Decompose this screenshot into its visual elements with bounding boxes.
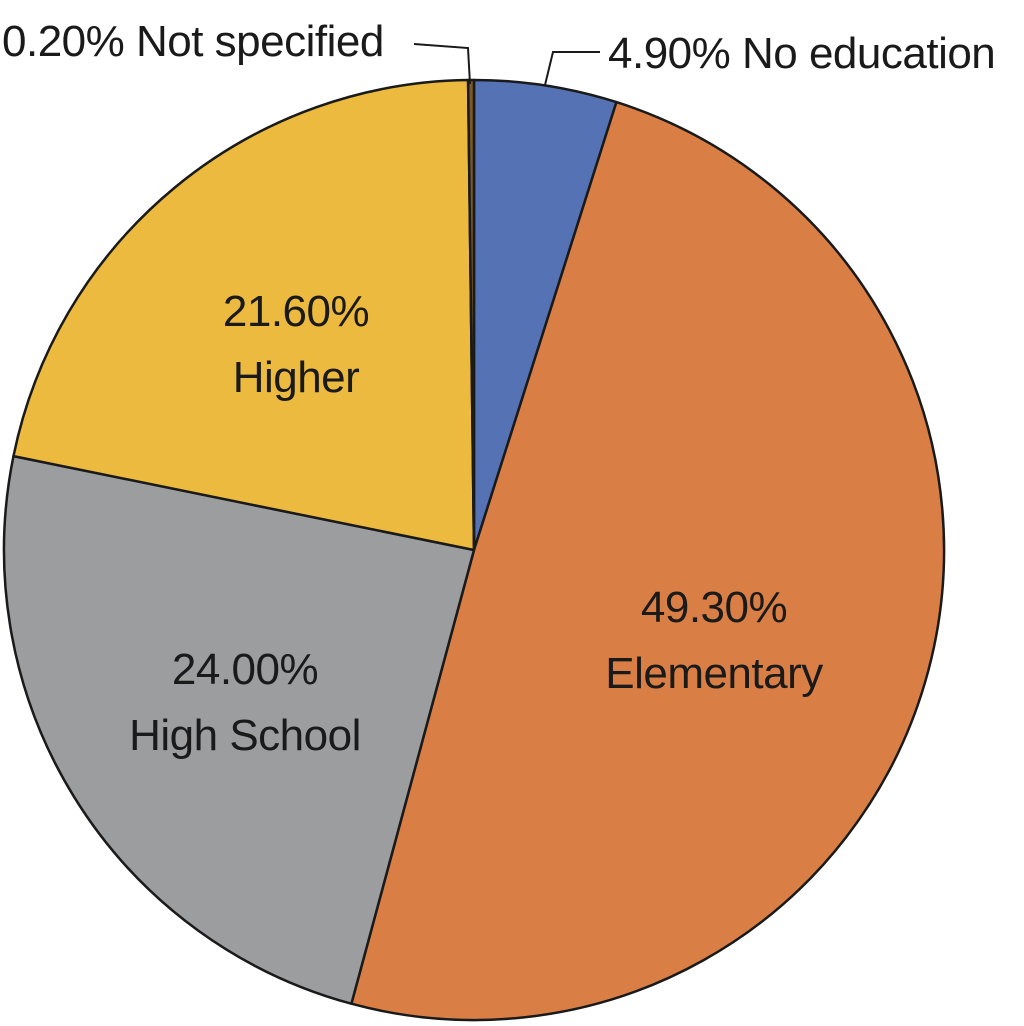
leader-line-no-education <box>544 51 600 86</box>
label-elementary-percent: 49.30% <box>641 583 787 632</box>
label-elementary-name: Elementary <box>605 649 823 698</box>
label-high-school-percent: 24.00% <box>172 645 318 694</box>
pie-slice-no-education <box>472 78 618 552</box>
label-higher-percent: 21.60% <box>223 287 369 336</box>
label-no-education: 4.90% No education <box>608 29 995 78</box>
leader-line-not-specified <box>413 43 471 85</box>
pie-slices <box>2 78 946 1022</box>
pie-slice-elementary <box>350 100 946 1022</box>
pie-slice-higher <box>12 78 476 552</box>
pie-slice-not-specified <box>466 78 476 552</box>
label-high-school-name: High School <box>129 711 361 760</box>
label-higher-name: Higher <box>233 353 360 402</box>
pie-slice-high-school <box>2 454 476 1005</box>
label-not-specified: 0.20% Not specified <box>2 17 384 66</box>
